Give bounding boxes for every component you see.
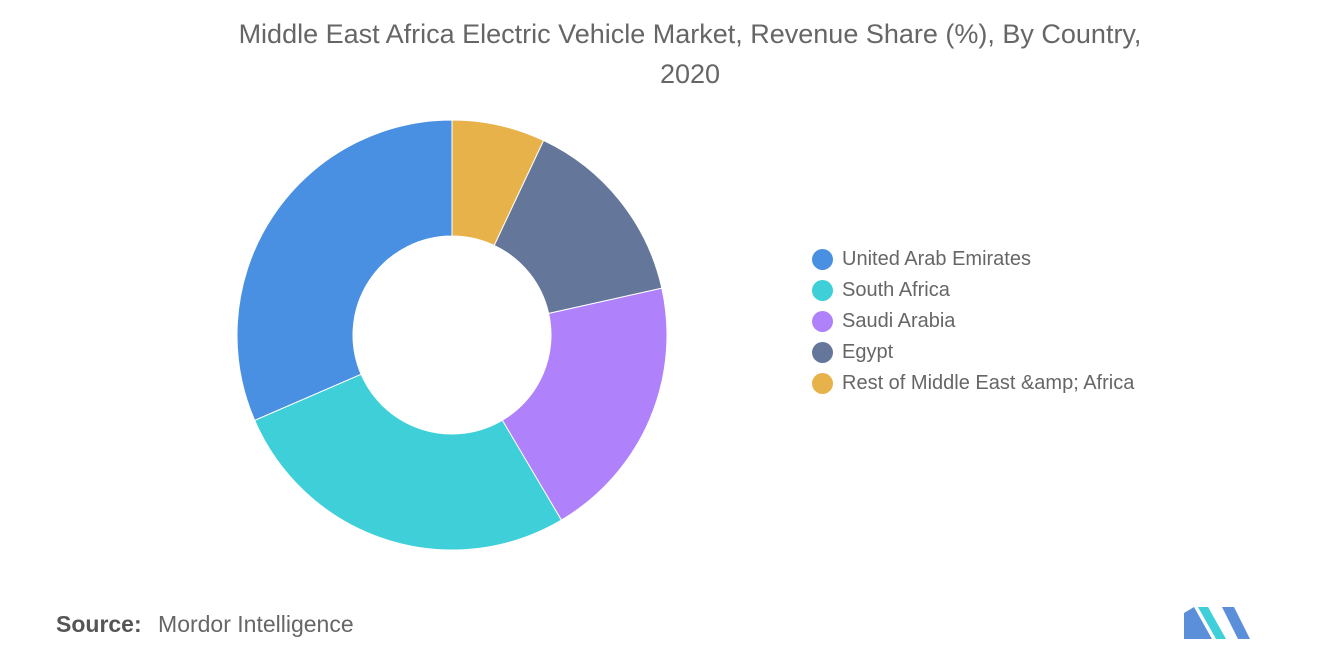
source-note: Source: Mordor Intelligence: [56, 611, 354, 638]
donut-slice-rest-of-middle-east-amp-africa: [451, 119, 545, 247]
donut-slice-saudi-arabia: [501, 287, 668, 521]
donut-slice-egypt: [493, 139, 663, 315]
donut-chart: [236, 119, 668, 551]
source-label: Source:: [56, 611, 142, 637]
legend-item: Saudi Arabia: [812, 306, 1134, 337]
legend-item: Egypt: [812, 337, 1134, 368]
legend-label: United Arab Emirates: [842, 248, 1031, 270]
donut-slice-south-africa: [254, 373, 563, 551]
legend-item: United Arab Emirates: [812, 244, 1134, 275]
legend-swatch: [812, 311, 833, 332]
logo-middle-stroke: [1198, 607, 1226, 639]
legend-swatch: [812, 280, 833, 301]
legend-label: Rest of Middle East &amp; Africa: [842, 372, 1135, 394]
source-value: Mordor Intelligence: [158, 611, 354, 637]
logo-left-stroke: [1184, 607, 1212, 639]
logo-right-stroke: [1222, 607, 1250, 639]
legend-label: Egypt: [842, 341, 894, 363]
legend-swatch: [812, 373, 833, 394]
legend-item: Rest of Middle East &amp; Africa: [812, 368, 1134, 399]
legend-swatch: [812, 249, 833, 270]
chart-title: Middle East Africa Electric Vehicle Mark…: [140, 14, 1240, 94]
chart-title-line-1: Middle East Africa Electric Vehicle Mark…: [238, 19, 1142, 49]
donut-slice-united-arab-emirates: [236, 119, 453, 422]
legend-item: South Africa: [812, 275, 1134, 306]
legend-label: Saudi Arabia: [842, 310, 956, 332]
chart-title-line-2: 2020: [659, 59, 721, 89]
legend-swatch: [812, 342, 833, 363]
chart-legend: United Arab Emirates South Africa Saudi Ar…: [812, 244, 1134, 399]
legend-label: South Africa: [842, 279, 950, 301]
mordor-intelligence-logo-icon: [1184, 607, 1250, 639]
